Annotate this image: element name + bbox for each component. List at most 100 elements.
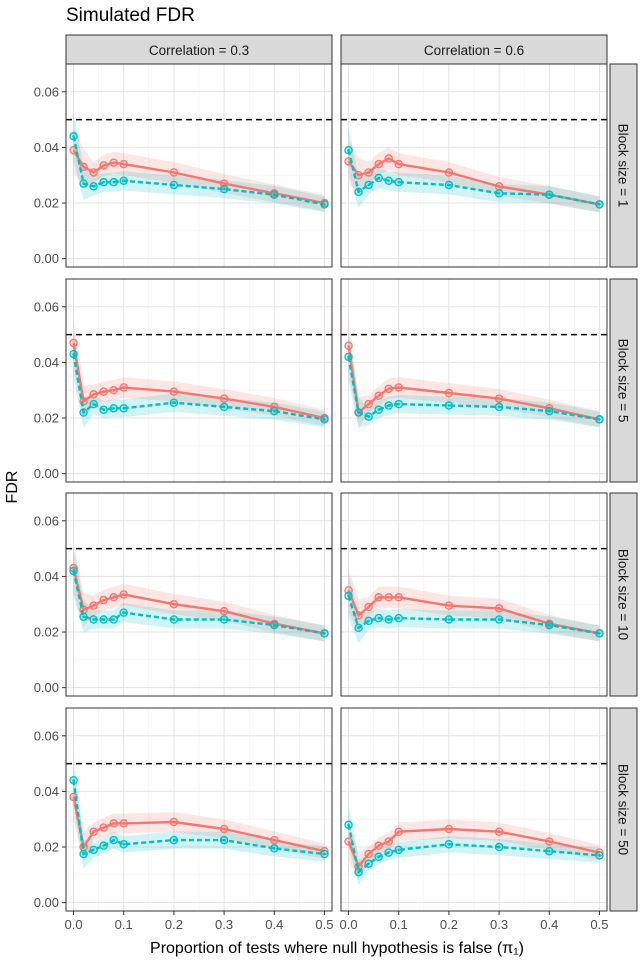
confidence-ribbon [73,318,325,427]
row-strip [609,63,638,268]
series2-point-center [377,176,380,180]
series2-point-center [598,418,601,421]
y-tick-label: 0.04 [34,569,59,584]
series2-point-center [102,844,105,847]
series2-point-center [347,355,350,359]
series1-point [89,390,98,399]
col-strip [340,34,608,65]
series1-point [494,182,504,191]
series1-point [394,383,403,392]
series2-point-center [598,854,601,857]
series2-point-center [387,179,390,182]
panel-border [340,63,608,268]
series1-point [169,817,179,827]
series1-point [89,168,98,177]
series1-point [99,161,108,170]
series2-line [72,570,325,635]
series2-point-center [102,618,105,621]
series2-point-center [497,845,501,849]
series1-point [99,595,108,605]
panel-border [340,278,608,483]
x-tick-label: 0.5 [590,917,608,932]
panel-border [65,492,333,697]
series1-point [99,387,108,396]
panel-border [65,707,333,912]
series2-point-center [447,618,451,621]
series1-point [444,388,454,398]
series2-point-center [447,843,451,846]
series1-point [354,611,363,620]
series1-point [109,819,118,828]
series1-line [72,342,325,420]
series1-point [364,849,373,859]
series2-point-center [122,843,125,846]
series2-point-center [497,618,501,621]
series2-line [347,824,600,874]
x-tick-label: 0.3 [215,917,233,932]
series2-point-center [112,407,115,410]
series1-point [109,158,118,167]
series1-point [545,837,554,846]
series2-point-center [347,823,350,826]
y-tick-label: 0.06 [34,299,59,314]
facet-panel [340,278,608,483]
series1-point [494,394,504,403]
series2-point-center [357,190,360,194]
series2-point-center [387,618,390,621]
series2-point-center [82,411,85,414]
series1-point [444,601,454,610]
y-tick-label: 0.02 [34,411,59,426]
series1-line [347,157,600,206]
series2-point-center [548,623,551,627]
series2-line [72,136,325,206]
series2-point-center [273,193,276,196]
series2-point-center [82,615,85,618]
series2-point-center [72,352,75,356]
series2-point-center [323,852,326,856]
confidence-ribbon [73,112,325,213]
y-tick-label: 0.02 [34,625,59,640]
series2-point-center [367,415,370,418]
series2-point-center [397,848,400,852]
series2-point-center [112,618,115,621]
series2-point-center [222,187,226,191]
series1-point [119,383,128,392]
confidence-ribbon [73,544,325,642]
y-tick-label: 0.02 [34,840,59,855]
series1-point [119,159,128,169]
series1-point [444,168,454,177]
series1-point [394,593,403,602]
series1-point [79,162,88,172]
series1-point [69,338,78,348]
series2-point-center [172,401,176,404]
facet-panel: 0.00 0.02 0.04 0.06 [34,492,333,697]
confidence-ribbon [73,330,325,428]
y-tick-label: 0.00 [34,251,59,266]
x-tick-label: 0.1 [115,917,133,932]
series2-point-center [122,611,125,614]
series2-point-center [357,411,360,414]
series1-point [109,593,118,602]
series2-point-center [367,619,370,623]
row-strip [609,278,638,483]
y-tick-label: 0.00 [34,680,59,695]
series1-point [394,827,403,836]
series2-line [72,353,325,421]
series2-point-center [377,855,380,858]
y-tick-label: 0.04 [34,784,59,799]
series1-point [219,606,229,616]
panel-border [340,707,608,912]
series2-point-center [112,838,115,842]
series2-point-center [323,203,326,206]
series2-line [72,780,325,856]
x-tick-label: 0.4 [265,917,283,932]
series2-point-center [122,179,125,182]
series2-point-center [497,192,501,195]
series1-point [364,602,373,612]
panel-border [340,492,608,697]
series2-point-center [82,852,85,856]
confidence-ribbon [348,819,600,881]
series1-point [99,823,108,832]
series1-line [72,796,325,853]
series1-point [119,590,128,599]
